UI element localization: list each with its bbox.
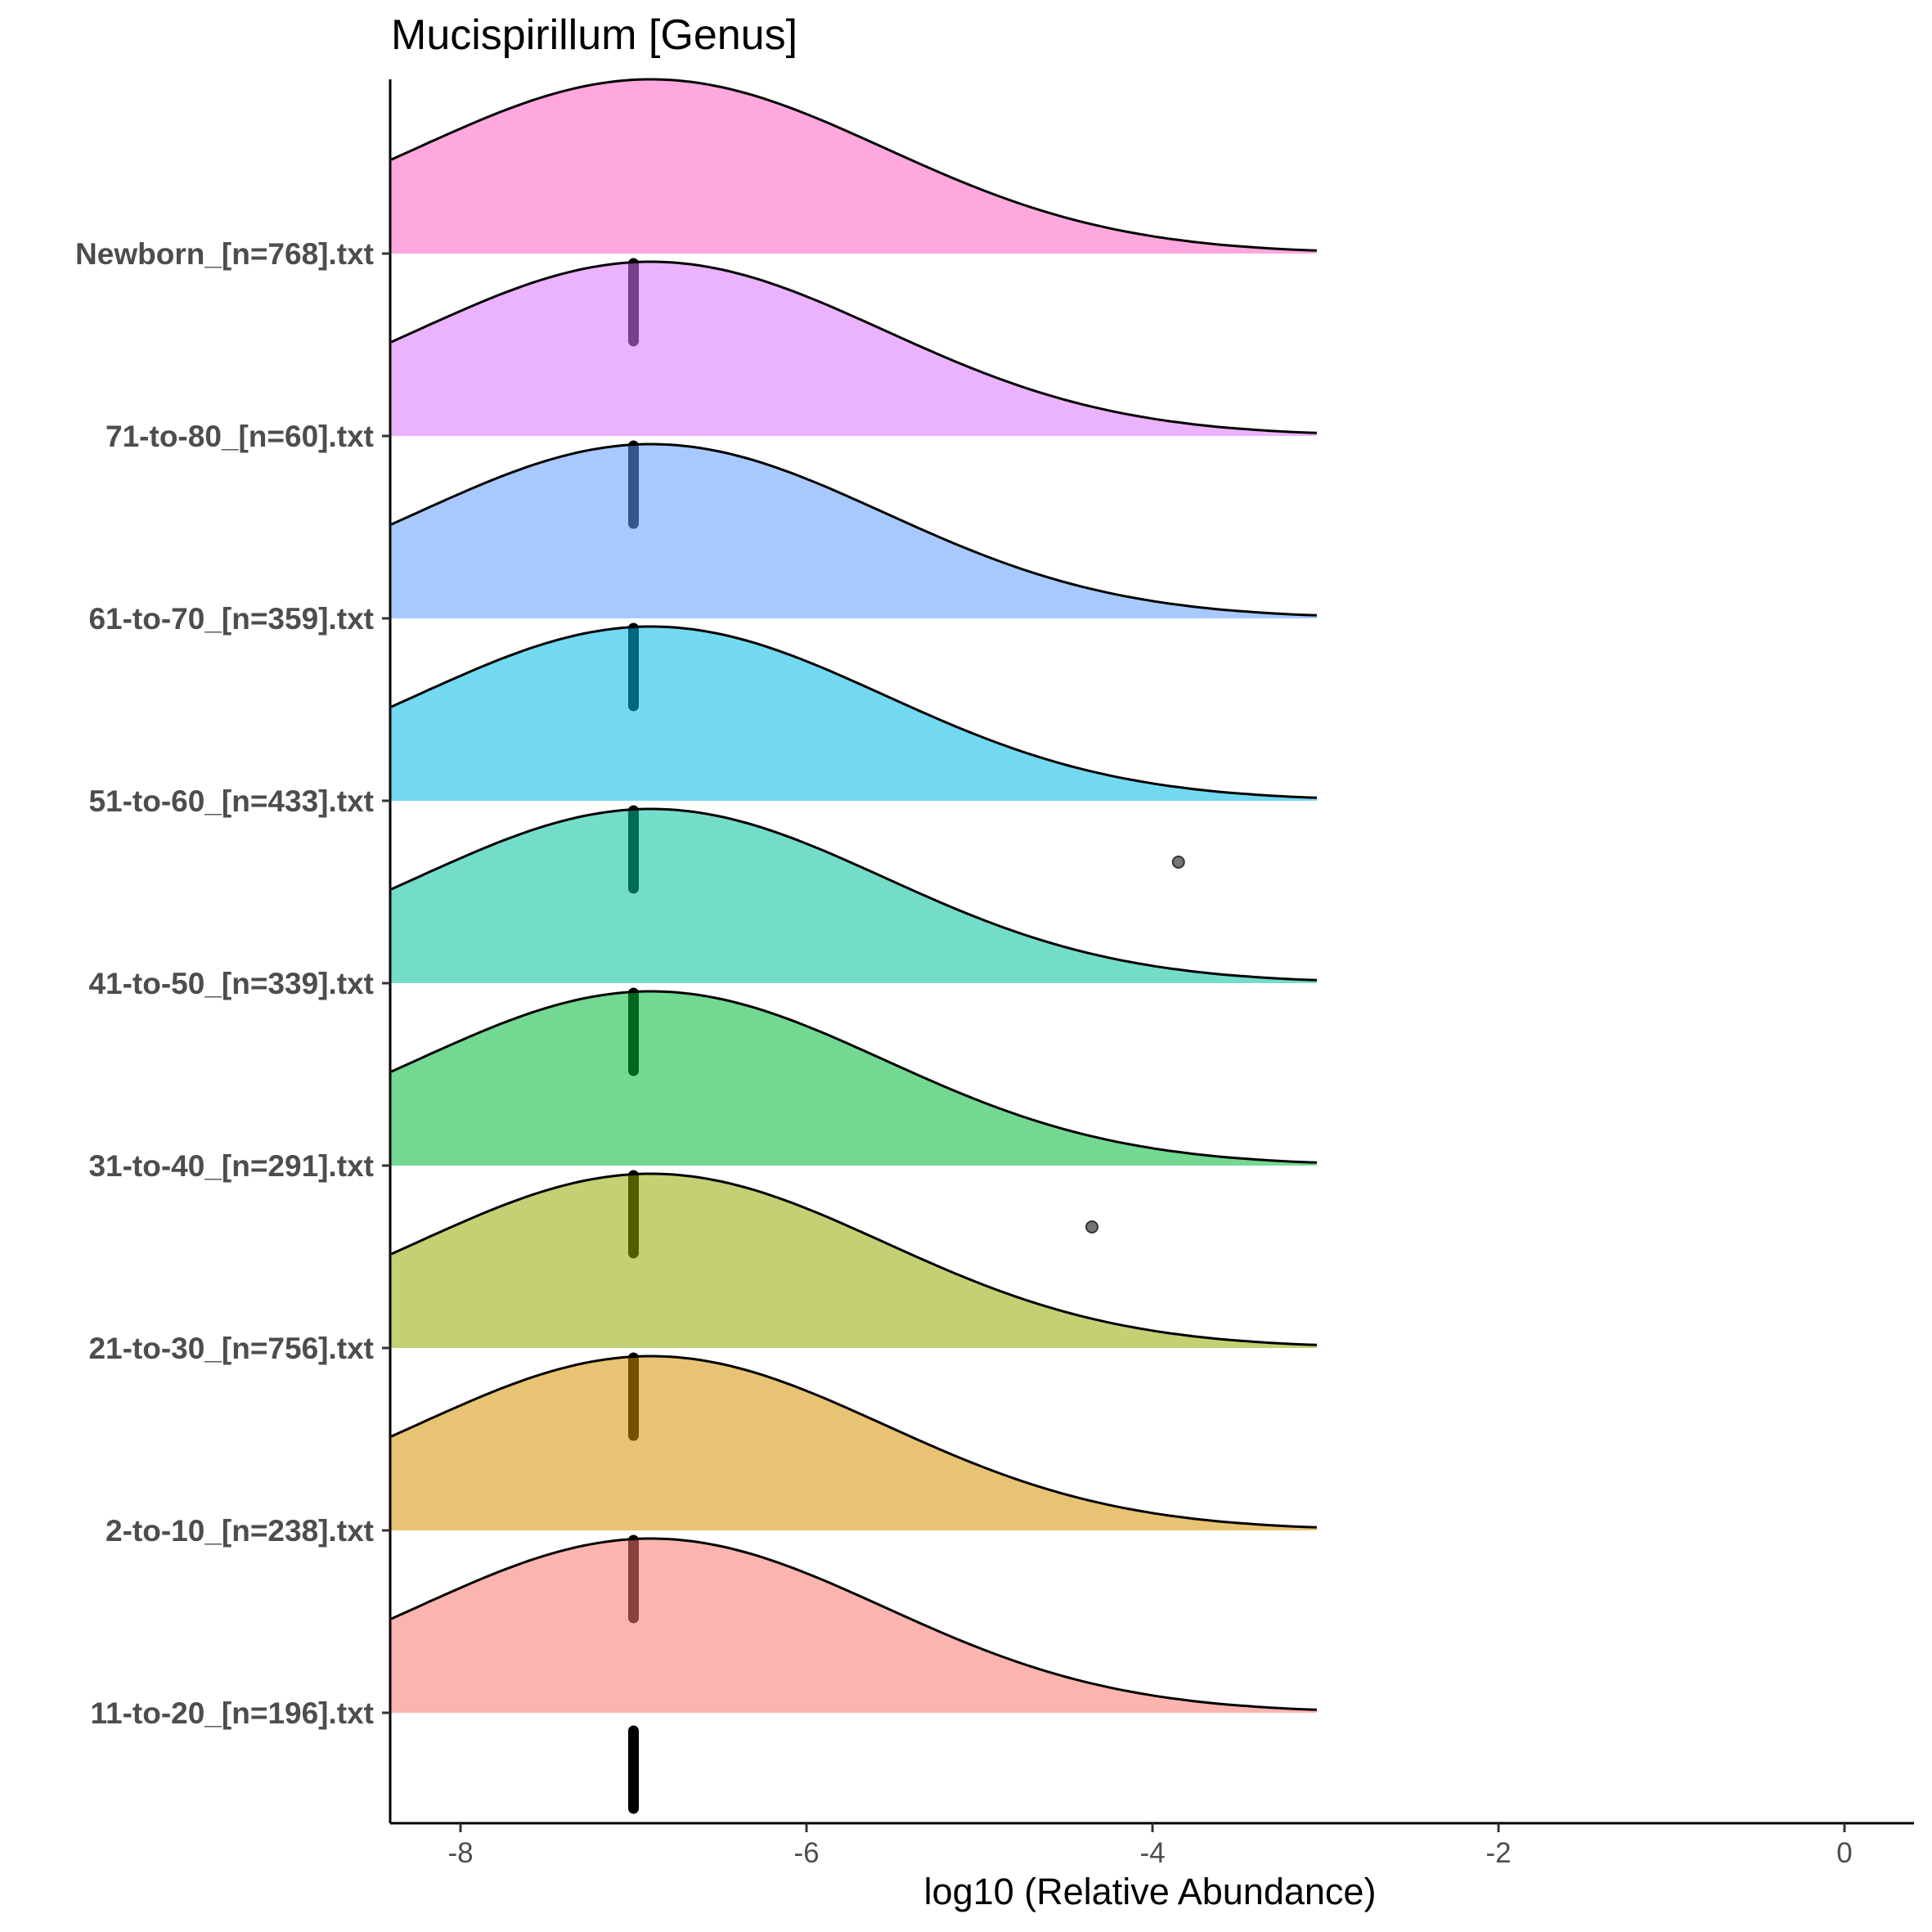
outlier-point-5-1 (1171, 856, 1185, 869)
y-tick-label: 2-to-10_[n=238].txt (106, 1514, 374, 1548)
density-fill-4 (391, 991, 1317, 1166)
density-fill-7 (391, 444, 1317, 618)
y-tick-label: 31-to-40_[n=291].txt (88, 1149, 374, 1183)
y-tick-label: 71-to-80_[n=60].txt (106, 420, 374, 453)
x-axis-label: log10 (Relative Abundance) (924, 1871, 1377, 1912)
y-tick-label: Newborn_[n=768].txt (75, 237, 374, 271)
y-tick-label: 61-to-70_[n=359].txt (88, 602, 374, 636)
x-tick-label: -8 (447, 1837, 473, 1869)
density-outline-1 (390, 1537, 1317, 1711)
density-outline-6 (390, 625, 1317, 799)
density-outline-4 (390, 990, 1317, 1164)
density-outline-3 (390, 1172, 1317, 1346)
density-fill-3 (391, 1174, 1317, 1348)
axes: 11-to-20_[n=196].txt 2-to-10_[n=238].txt 2… (75, 79, 1914, 1869)
x-tick-label: 0 (1836, 1837, 1852, 1869)
density-fill-6 (391, 627, 1317, 801)
density-fill-2 (391, 1356, 1317, 1530)
y-tick-label: 51-to-60_[n=433].txt (88, 784, 374, 818)
density-fill-9 (391, 79, 1317, 254)
density-fill-1 (391, 1539, 1317, 1713)
x-tick-label: -4 (1139, 1837, 1165, 1869)
density-fill-5 (391, 809, 1317, 983)
chart-title: Mucispirillum [Genus] (391, 11, 798, 59)
x-tick-label: -2 (1485, 1837, 1511, 1869)
ridge-1 (390, 1537, 1317, 1713)
density-outline-5 (390, 807, 1317, 982)
y-tick-label: 11-to-20_[n=196].txt (91, 1696, 375, 1730)
plot-area (390, 78, 1317, 1814)
density-fill-8 (391, 262, 1317, 436)
density-outline-8 (390, 260, 1317, 434)
density-outline-7 (390, 443, 1317, 617)
density-outline-9 (390, 78, 1317, 252)
y-tick-label: 21-to-30_[n=756].txt (88, 1332, 374, 1365)
x-tick-label: -6 (793, 1837, 819, 1869)
outlier-point-3-1 (1085, 1220, 1099, 1233)
y-tick-label: 41-to-50_[n=339].txt (88, 967, 374, 1000)
density-outline-2 (390, 1355, 1317, 1529)
